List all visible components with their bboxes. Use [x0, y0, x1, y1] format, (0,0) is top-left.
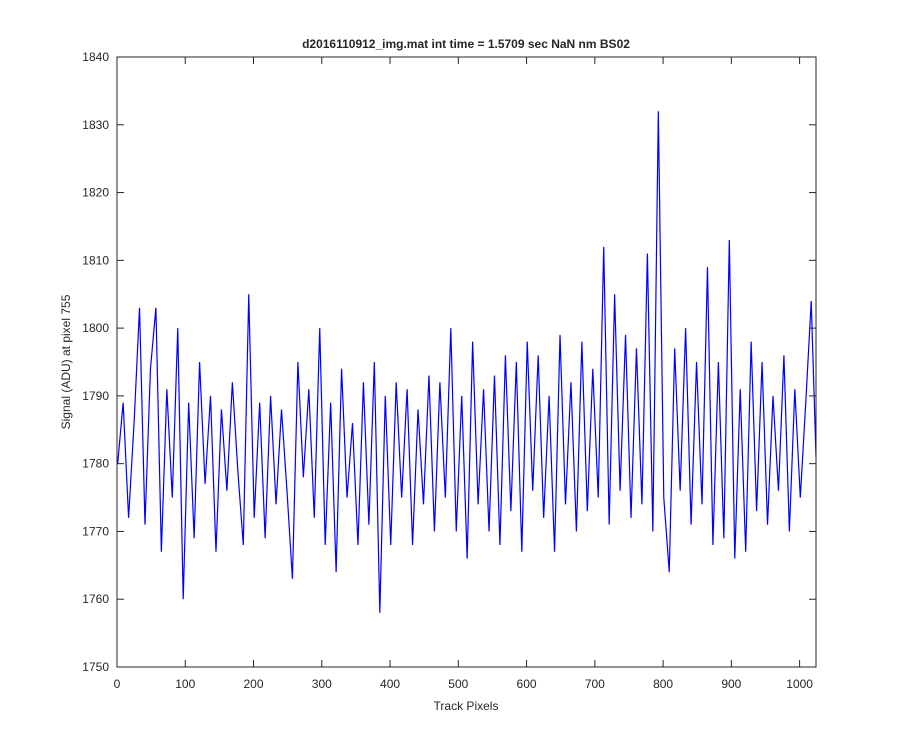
plot-frame [116, 56, 817, 668]
x-tick-label: 400 [380, 677, 400, 691]
y-tick-label: 1750 [82, 660, 109, 674]
y-tick-label: 1760 [82, 592, 109, 606]
chart-title: d2016110912_img.mat int time = 1.5709 se… [302, 37, 630, 51]
x-tick-label: 300 [312, 677, 332, 691]
y-tick-label: 1810 [82, 253, 109, 267]
x-tick-label: 800 [653, 677, 673, 691]
y-tick-label: 1790 [82, 389, 109, 403]
x-tick-label: 1000 [786, 677, 813, 691]
x-tick-label: 100 [175, 677, 195, 691]
x-tick-label: 0 [114, 677, 121, 691]
data-line [117, 111, 817, 613]
x-tick-label: 700 [585, 677, 605, 691]
x-tick-label: 200 [244, 677, 264, 691]
y-tick-label: 1830 [82, 118, 109, 132]
y-axis-label: Signal (ADU) at pixel 755 [59, 294, 73, 429]
y-tick-label: 1820 [82, 186, 109, 200]
y-tick-label: 1770 [82, 524, 109, 538]
y-tick-label: 1840 [82, 50, 109, 64]
y-tick-label: 1780 [82, 457, 109, 471]
x-axis-label: Track Pixels [434, 699, 499, 713]
y-tick-label: 1800 [82, 321, 109, 335]
x-tick-label: 900 [721, 677, 741, 691]
x-tick-label: 600 [517, 677, 537, 691]
x-tick-label: 500 [448, 677, 468, 691]
